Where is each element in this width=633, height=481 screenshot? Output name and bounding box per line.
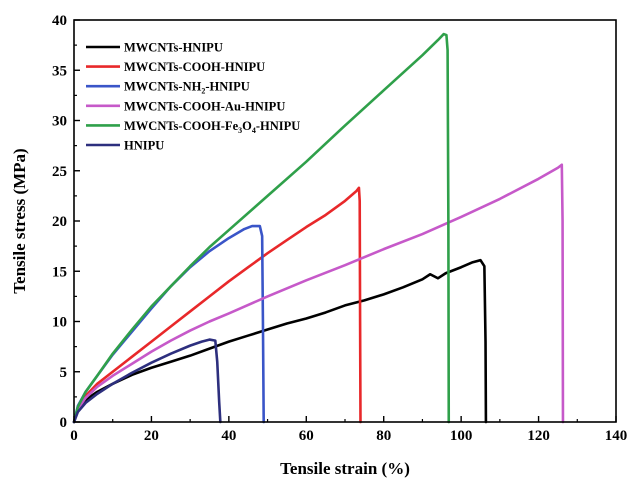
legend-label-3: MWCNTs-COOH-Au-HNIPU bbox=[124, 99, 285, 113]
y-tick-label: 20 bbox=[52, 214, 67, 230]
y-tick-label: 40 bbox=[52, 13, 67, 29]
y-tick-label: 15 bbox=[52, 264, 67, 280]
x-tick-label: 80 bbox=[376, 428, 391, 444]
legend-label-1: MWCNTs-COOH-HNIPU bbox=[124, 60, 265, 74]
y-tick-label: 10 bbox=[52, 315, 67, 331]
legend-label-4: MWCNTs-COOH-Fe3O4-HNIPU bbox=[124, 119, 300, 135]
legend-label-5: HNIPU bbox=[124, 139, 164, 153]
y-tick-label: 30 bbox=[52, 114, 67, 130]
series-line-3 bbox=[74, 165, 563, 422]
y-axis-title: Tensile stress (MPa) bbox=[10, 148, 29, 293]
x-tick-label: 140 bbox=[605, 428, 628, 444]
legend-label-0: MWCNTs-HNIPU bbox=[124, 41, 223, 55]
legend-label-2: MWCNTs-NH2-HNIPU bbox=[124, 80, 250, 96]
y-tick-label: 5 bbox=[60, 365, 68, 381]
x-tick-label: 100 bbox=[450, 428, 473, 444]
series-line-0 bbox=[74, 260, 486, 422]
y-tick-label: 35 bbox=[52, 63, 67, 79]
x-tick-label: 60 bbox=[299, 428, 314, 444]
y-tick-label: 25 bbox=[52, 164, 67, 180]
y-tick-label: 0 bbox=[60, 415, 68, 431]
series-line-2 bbox=[74, 226, 264, 422]
x-tick-label: 120 bbox=[527, 428, 550, 444]
x-axis-ticks: 0 20 40 60 80 100 120 140 bbox=[70, 416, 627, 444]
x-axis-title: Tensile strain (%) bbox=[280, 459, 410, 478]
x-tick-label: 20 bbox=[144, 428, 159, 444]
y-axis-ticks: 0 5 10 15 20 25 30 35 40 bbox=[52, 13, 80, 431]
legend: MWCNTs-HNIPU MWCNTs-COOH-HNIPU MWCNTs-NH2-… bbox=[86, 41, 300, 153]
x-tick-label: 0 bbox=[70, 428, 78, 444]
x-tick-label: 40 bbox=[221, 428, 236, 444]
